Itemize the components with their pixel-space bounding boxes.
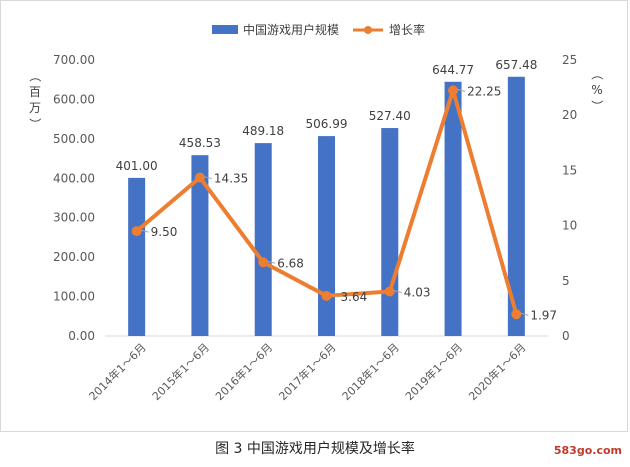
line-data-label: 4.03 <box>404 286 431 300</box>
y-right-tick-label: 20 <box>562 108 577 122</box>
chart-svg: 中国游戏用户规模 增长率 （ 百万 ） （% ） 0.00 100.00 200.00 30… <box>28 22 604 403</box>
line-point <box>131 226 142 237</box>
y-axis-right-title: （% ） <box>590 68 604 112</box>
figure-caption: 图 3 中国游戏用户规模及增长率 <box>215 441 415 457</box>
y-left-tick-label: 300.00 <box>53 211 95 225</box>
bar <box>128 177 146 336</box>
line-point <box>384 286 395 297</box>
y-left-tick-label: 100.00 <box>53 290 95 304</box>
x-category-label: 2017年1～6月 <box>276 340 339 403</box>
y-right-tick-label: 10 <box>562 219 577 233</box>
bar-data-label: 401.00 <box>116 159 158 173</box>
line-data-label: 3.64 <box>341 290 368 304</box>
y-left-tick-label: 200.00 <box>53 250 95 264</box>
y-right-title-char: （ <box>590 68 604 80</box>
bar-data-label: 458.53 <box>179 136 221 150</box>
y-right-tick-label: 0 <box>562 329 570 343</box>
chart-frame <box>0 0 628 432</box>
line-label-leader <box>520 312 529 316</box>
bar <box>191 155 209 336</box>
line-point <box>194 172 205 183</box>
bar-data-label: 506.99 <box>306 117 348 131</box>
x-category-label: 2019年1～6月 <box>402 340 465 403</box>
legend-line-marker <box>364 26 372 34</box>
y-right-tick-label: 25 <box>562 53 577 67</box>
line-data-label: 1.97 <box>530 308 557 322</box>
bar-data-label: 527.40 <box>369 109 411 123</box>
line-point <box>258 257 269 268</box>
bar-data-labels: 401.00 458.53 489.18 506.99 527.40 644.77 657.… <box>116 58 538 173</box>
y-axis-left-ticks: 0.00 100.00 200.00 300.00 400.00 500.00 600.00… <box>53 53 95 343</box>
y-right-title-char: % <box>591 83 602 97</box>
y-right-tick-label: 5 <box>562 274 570 288</box>
y-left-tick-label: 0.00 <box>68 329 95 343</box>
line-label-leader <box>140 229 149 233</box>
line-series <box>131 85 522 320</box>
x-category-label: 2015年1～6月 <box>149 340 212 403</box>
watermark: 583go.com <box>553 444 622 457</box>
y-axis-right-ticks: 0 5 10 15 20 25 <box>562 53 577 343</box>
x-category-label: 2016年1～6月 <box>212 340 275 403</box>
y-left-tick-label: 400.00 <box>53 171 95 185</box>
line-data-label: 22.25 <box>467 84 501 98</box>
y-axis-left-title: （ 百万 ） <box>28 70 42 130</box>
legend-bar-label: 中国游戏用户规模 <box>243 22 339 37</box>
line-label-leader <box>203 176 213 180</box>
y-right-tick-label: 15 <box>562 163 577 177</box>
y-right-title-char: ） <box>590 100 604 112</box>
y-left-title-char: ） <box>28 118 42 130</box>
line-data-labels: 9.50 14.35 6.68 3.64 4.03 22.25 1.97 <box>140 84 557 322</box>
line-data-label: 6.68 <box>277 256 304 270</box>
bar-data-label: 644.77 <box>432 63 474 77</box>
line-data-label: 14.35 <box>214 172 248 186</box>
bar-data-label: 489.18 <box>242 124 284 138</box>
x-category-label: 2014年1～6月 <box>86 340 149 403</box>
line-point <box>321 290 332 301</box>
bar <box>507 76 525 337</box>
legend: 中国游戏用户规模 增长率 <box>212 22 425 37</box>
y-left-title-char: （ <box>28 70 42 82</box>
line-data-label: 9.50 <box>151 225 178 239</box>
bar-data-label: 657.48 <box>495 58 537 72</box>
y-left-title-char: 百 <box>29 85 41 99</box>
line-point <box>511 309 522 320</box>
y-left-title-char: 万 <box>29 101 41 115</box>
line-label-leader <box>393 290 402 293</box>
line-label-leader <box>267 260 276 264</box>
bar <box>318 136 335 336</box>
line-label-leader <box>330 294 339 298</box>
line-point <box>448 85 459 96</box>
bar <box>254 143 272 336</box>
y-left-tick-label: 600.00 <box>53 92 95 106</box>
y-left-tick-label: 500.00 <box>53 132 95 146</box>
line-label-leader <box>456 88 466 92</box>
bar <box>381 128 399 336</box>
bar <box>444 81 462 336</box>
y-left-tick-label: 700.00 <box>53 53 95 67</box>
bar-series <box>128 76 525 337</box>
legend-line-label: 增长率 <box>389 22 425 37</box>
legend-bar-swatch <box>212 25 238 34</box>
x-axis-ticks: 2014年1～6月 2015年1～6月 2016年1～6月 2017年1～6月 2018… <box>86 340 529 403</box>
x-category-label: 2020年1～6月 <box>466 340 529 403</box>
x-category-label: 2018年1～6月 <box>339 340 402 403</box>
